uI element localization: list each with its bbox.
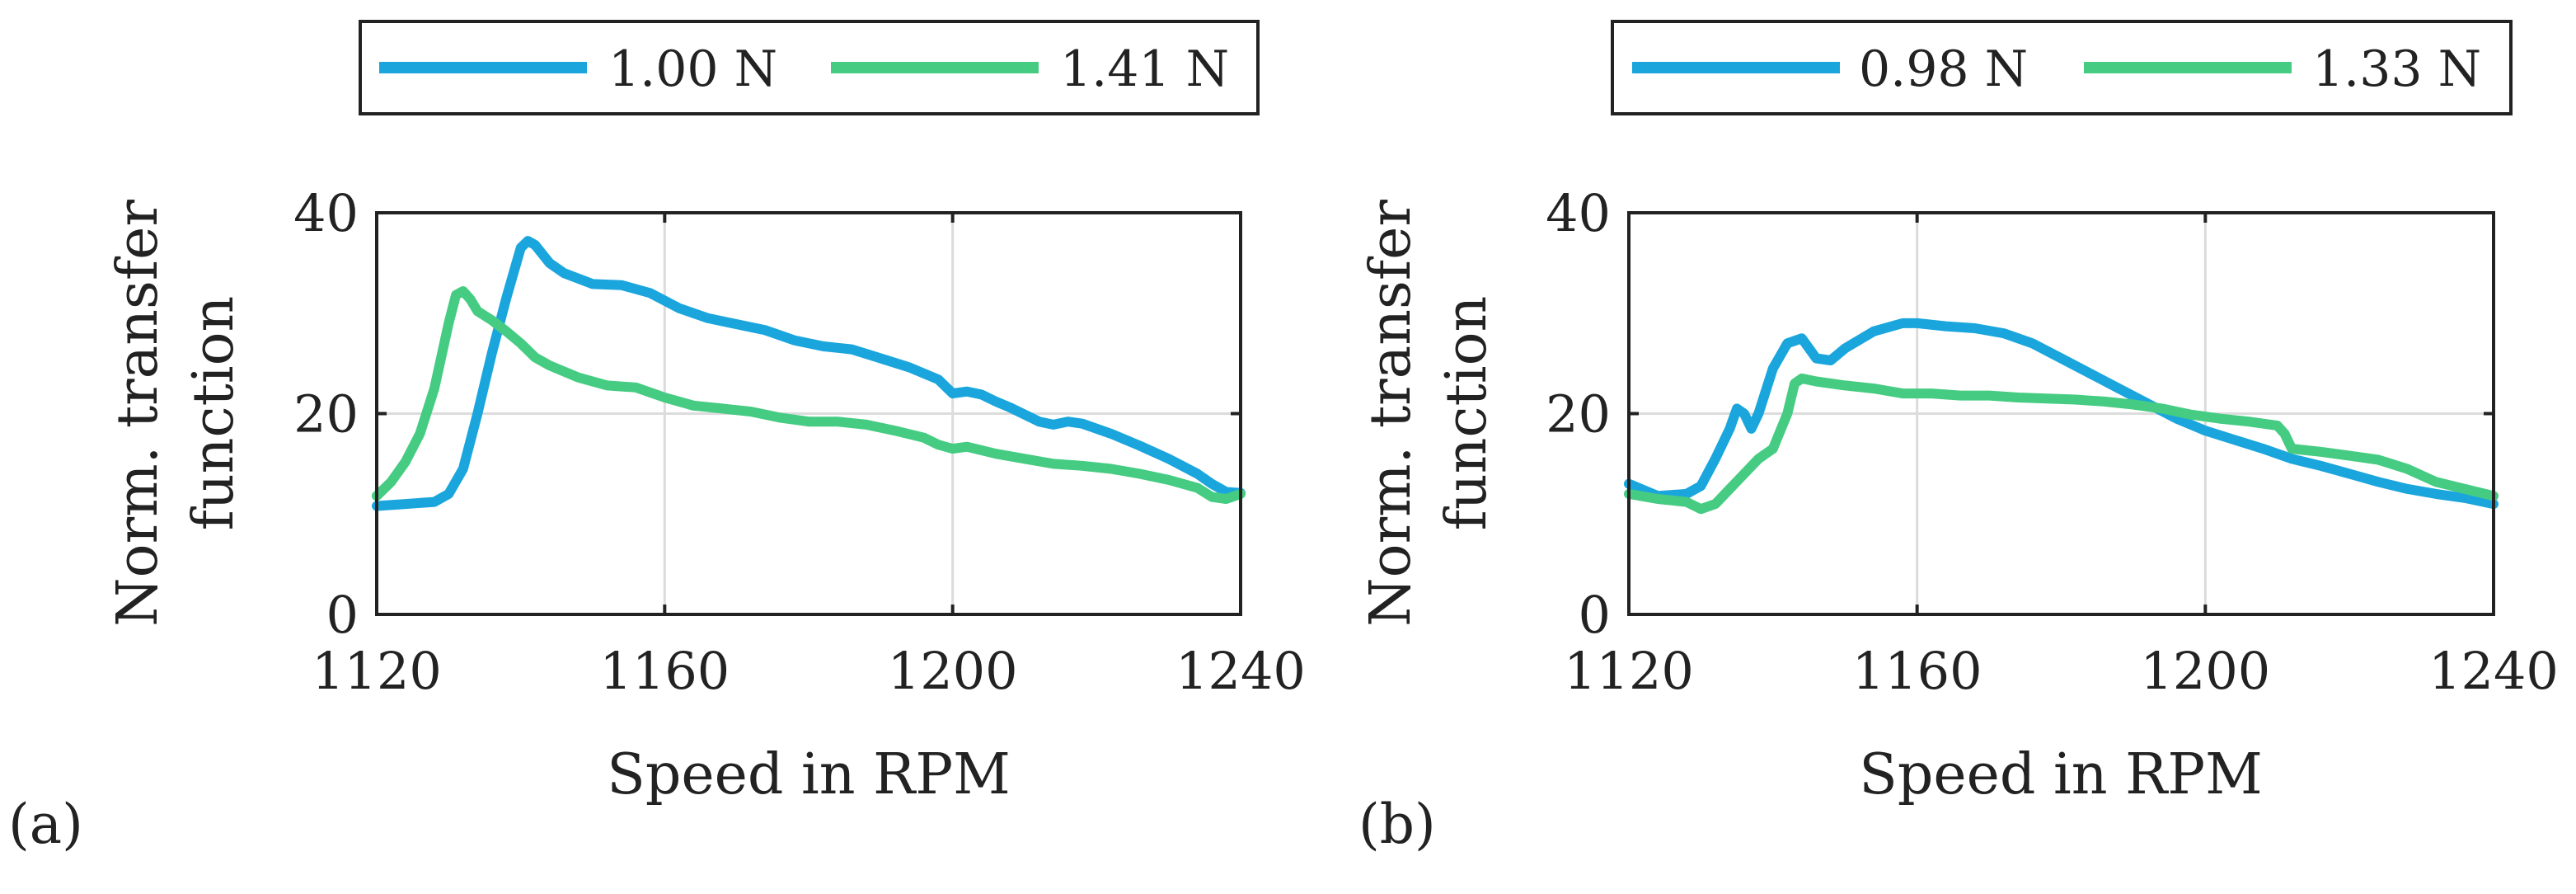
legend-a: 1.00 N 1.41 N	[359, 20, 1260, 115]
x-tick-label: 1120	[1564, 641, 1694, 701]
legend-label-series-2: 1.41 N	[1060, 40, 1229, 98]
y-tick-label: 40	[293, 183, 359, 243]
series-line-2	[1624, 373, 2499, 515]
x-tick-label: 1240	[2428, 641, 2559, 701]
ylabel-a-line2: function	[181, 296, 246, 531]
legend-label-series-2: 1.33 N	[2312, 40, 2481, 98]
xlabel-a: Speed in RPM	[607, 742, 1010, 807]
x-tick-label: 1160	[599, 641, 730, 701]
ticks-b: 1120 1160 1200 1240 0 20 40	[1546, 183, 2559, 701]
y-tick-label: 0	[326, 585, 359, 645]
legend-label-series-1: 1.00 N	[608, 40, 777, 98]
grid-a	[377, 213, 1241, 614]
ticks-a: 1120 1160 1200 1240 0 20 40	[293, 183, 1306, 701]
legend-b: 0.98 N 1.33 N	[1611, 20, 2513, 115]
panel-label-a: (a)	[8, 793, 83, 856]
x-tick-label: 1200	[888, 641, 1018, 701]
panel-label-b: (b)	[1358, 793, 1436, 856]
ylabel-b-line2: function	[1434, 296, 1499, 531]
ylabel-a-line1: Norm. transfer	[106, 200, 171, 627]
panel-b: 0.98 N 1.33 N 1120 1160 1200 1240 0 20 40 Norm…	[1358, 20, 2559, 856]
series-line-2	[372, 286, 1246, 504]
y-tick-label: 20	[1546, 384, 1611, 445]
xlabel-b: Speed in RPM	[1859, 742, 2262, 807]
y-tick-label: 20	[293, 384, 359, 445]
x-tick-label: 1240	[1175, 641, 1306, 701]
plot-lines-a	[372, 236, 1246, 511]
y-tick-label: 0	[1579, 585, 1611, 645]
x-tick-label: 1120	[312, 641, 442, 701]
x-tick-label: 1160	[1852, 641, 1982, 701]
x-tick-label: 1200	[2140, 641, 2270, 701]
series-line-1	[372, 236, 1246, 511]
y-tick-label: 40	[1546, 183, 1611, 243]
ylabel-b-line1: Norm. transfer	[1358, 200, 1424, 627]
legend-label-series-1: 0.98 N	[1859, 40, 2028, 98]
panel-a: 1.00 N 1.41 N 1120 1160 1200 1240 0 20 40 Norm…	[8, 20, 1306, 856]
plot-lines-b	[1624, 318, 2499, 515]
series-line-1	[1624, 318, 2499, 510]
